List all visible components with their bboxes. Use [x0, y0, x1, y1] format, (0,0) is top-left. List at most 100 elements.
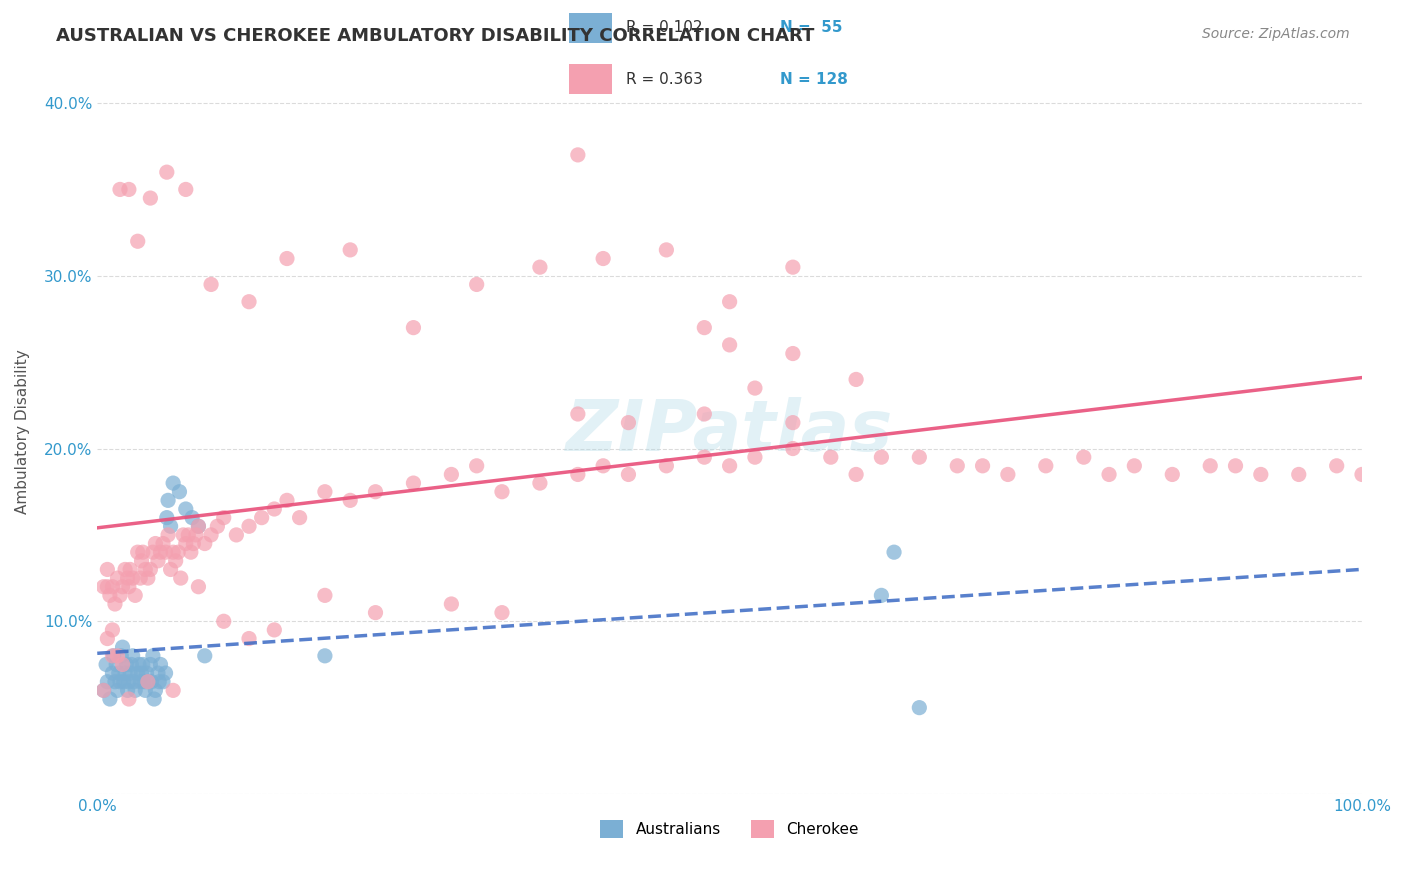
Point	[127, 545, 149, 559]
Point	[98, 588, 121, 602]
Point	[693, 407, 716, 421]
Point	[132, 657, 155, 672]
Point	[143, 692, 166, 706]
Point	[655, 458, 678, 473]
Point	[96, 580, 118, 594]
Point	[946, 458, 969, 473]
Legend: Australians, Cherokee: Australians, Cherokee	[595, 814, 865, 845]
Point	[200, 277, 222, 292]
Point	[145, 536, 167, 550]
Point	[142, 545, 165, 559]
Point	[104, 597, 127, 611]
FancyBboxPatch shape	[569, 64, 612, 95]
Point	[96, 674, 118, 689]
Point	[108, 674, 131, 689]
Point	[165, 554, 187, 568]
Point	[870, 450, 893, 465]
Point	[118, 182, 141, 196]
Point	[142, 648, 165, 663]
Point	[440, 597, 463, 611]
Point	[870, 588, 893, 602]
Text: ZIPatlas: ZIPatlas	[567, 397, 893, 466]
Point	[111, 580, 134, 594]
Point	[129, 674, 152, 689]
Point	[567, 407, 589, 421]
Point	[121, 648, 143, 663]
Point	[263, 623, 285, 637]
Point	[93, 683, 115, 698]
Point	[174, 182, 197, 196]
Point	[314, 648, 336, 663]
Point	[238, 294, 260, 309]
Point	[146, 666, 169, 681]
Point	[617, 416, 640, 430]
Point	[187, 519, 209, 533]
Point	[491, 484, 513, 499]
Point	[120, 562, 142, 576]
Point	[820, 450, 842, 465]
Point	[145, 683, 167, 698]
Point	[250, 510, 273, 524]
Point	[567, 467, 589, 482]
Point	[718, 458, 741, 473]
Point	[148, 674, 170, 689]
Point	[402, 320, 425, 334]
Point	[440, 467, 463, 482]
Point	[1326, 458, 1348, 473]
Point	[120, 657, 142, 672]
Point	[104, 674, 127, 689]
Point	[693, 450, 716, 465]
Point	[1073, 450, 1095, 465]
Point	[101, 580, 124, 594]
Point	[156, 510, 179, 524]
Point	[174, 536, 197, 550]
Point	[782, 260, 804, 275]
Point	[782, 346, 804, 360]
Point	[845, 467, 868, 482]
Point	[172, 528, 194, 542]
Point	[107, 648, 129, 663]
Point	[155, 666, 177, 681]
Point	[156, 165, 179, 179]
Point	[744, 381, 766, 395]
Point	[592, 458, 614, 473]
Point	[314, 588, 336, 602]
Point	[339, 243, 361, 257]
Point	[93, 683, 115, 698]
Point	[114, 666, 136, 681]
Point	[117, 683, 139, 698]
Point	[96, 562, 118, 576]
Point	[103, 648, 125, 663]
Text: R = 0.102: R = 0.102	[626, 21, 702, 36]
Point	[883, 545, 905, 559]
FancyBboxPatch shape	[569, 12, 612, 43]
Point	[146, 554, 169, 568]
Point	[1288, 467, 1310, 482]
Point	[118, 674, 141, 689]
Point	[141, 674, 163, 689]
Point	[93, 580, 115, 594]
Point	[718, 338, 741, 352]
Point	[339, 493, 361, 508]
Point	[212, 510, 235, 524]
Text: N =  55: N = 55	[780, 21, 842, 36]
Point	[1161, 467, 1184, 482]
Point	[121, 571, 143, 585]
Point	[101, 666, 124, 681]
Point	[465, 277, 488, 292]
Point	[118, 692, 141, 706]
Point	[122, 674, 145, 689]
Point	[174, 502, 197, 516]
Point	[149, 657, 172, 672]
Point	[364, 606, 387, 620]
Point	[187, 580, 209, 594]
Y-axis label: Ambulatory Disability: Ambulatory Disability	[15, 349, 30, 514]
Point	[128, 657, 150, 672]
Point	[111, 640, 134, 655]
Text: N = 128: N = 128	[780, 71, 848, 87]
Point	[159, 562, 181, 576]
Point	[177, 528, 200, 542]
Point	[105, 657, 128, 672]
Point	[187, 519, 209, 533]
Point	[152, 536, 174, 550]
